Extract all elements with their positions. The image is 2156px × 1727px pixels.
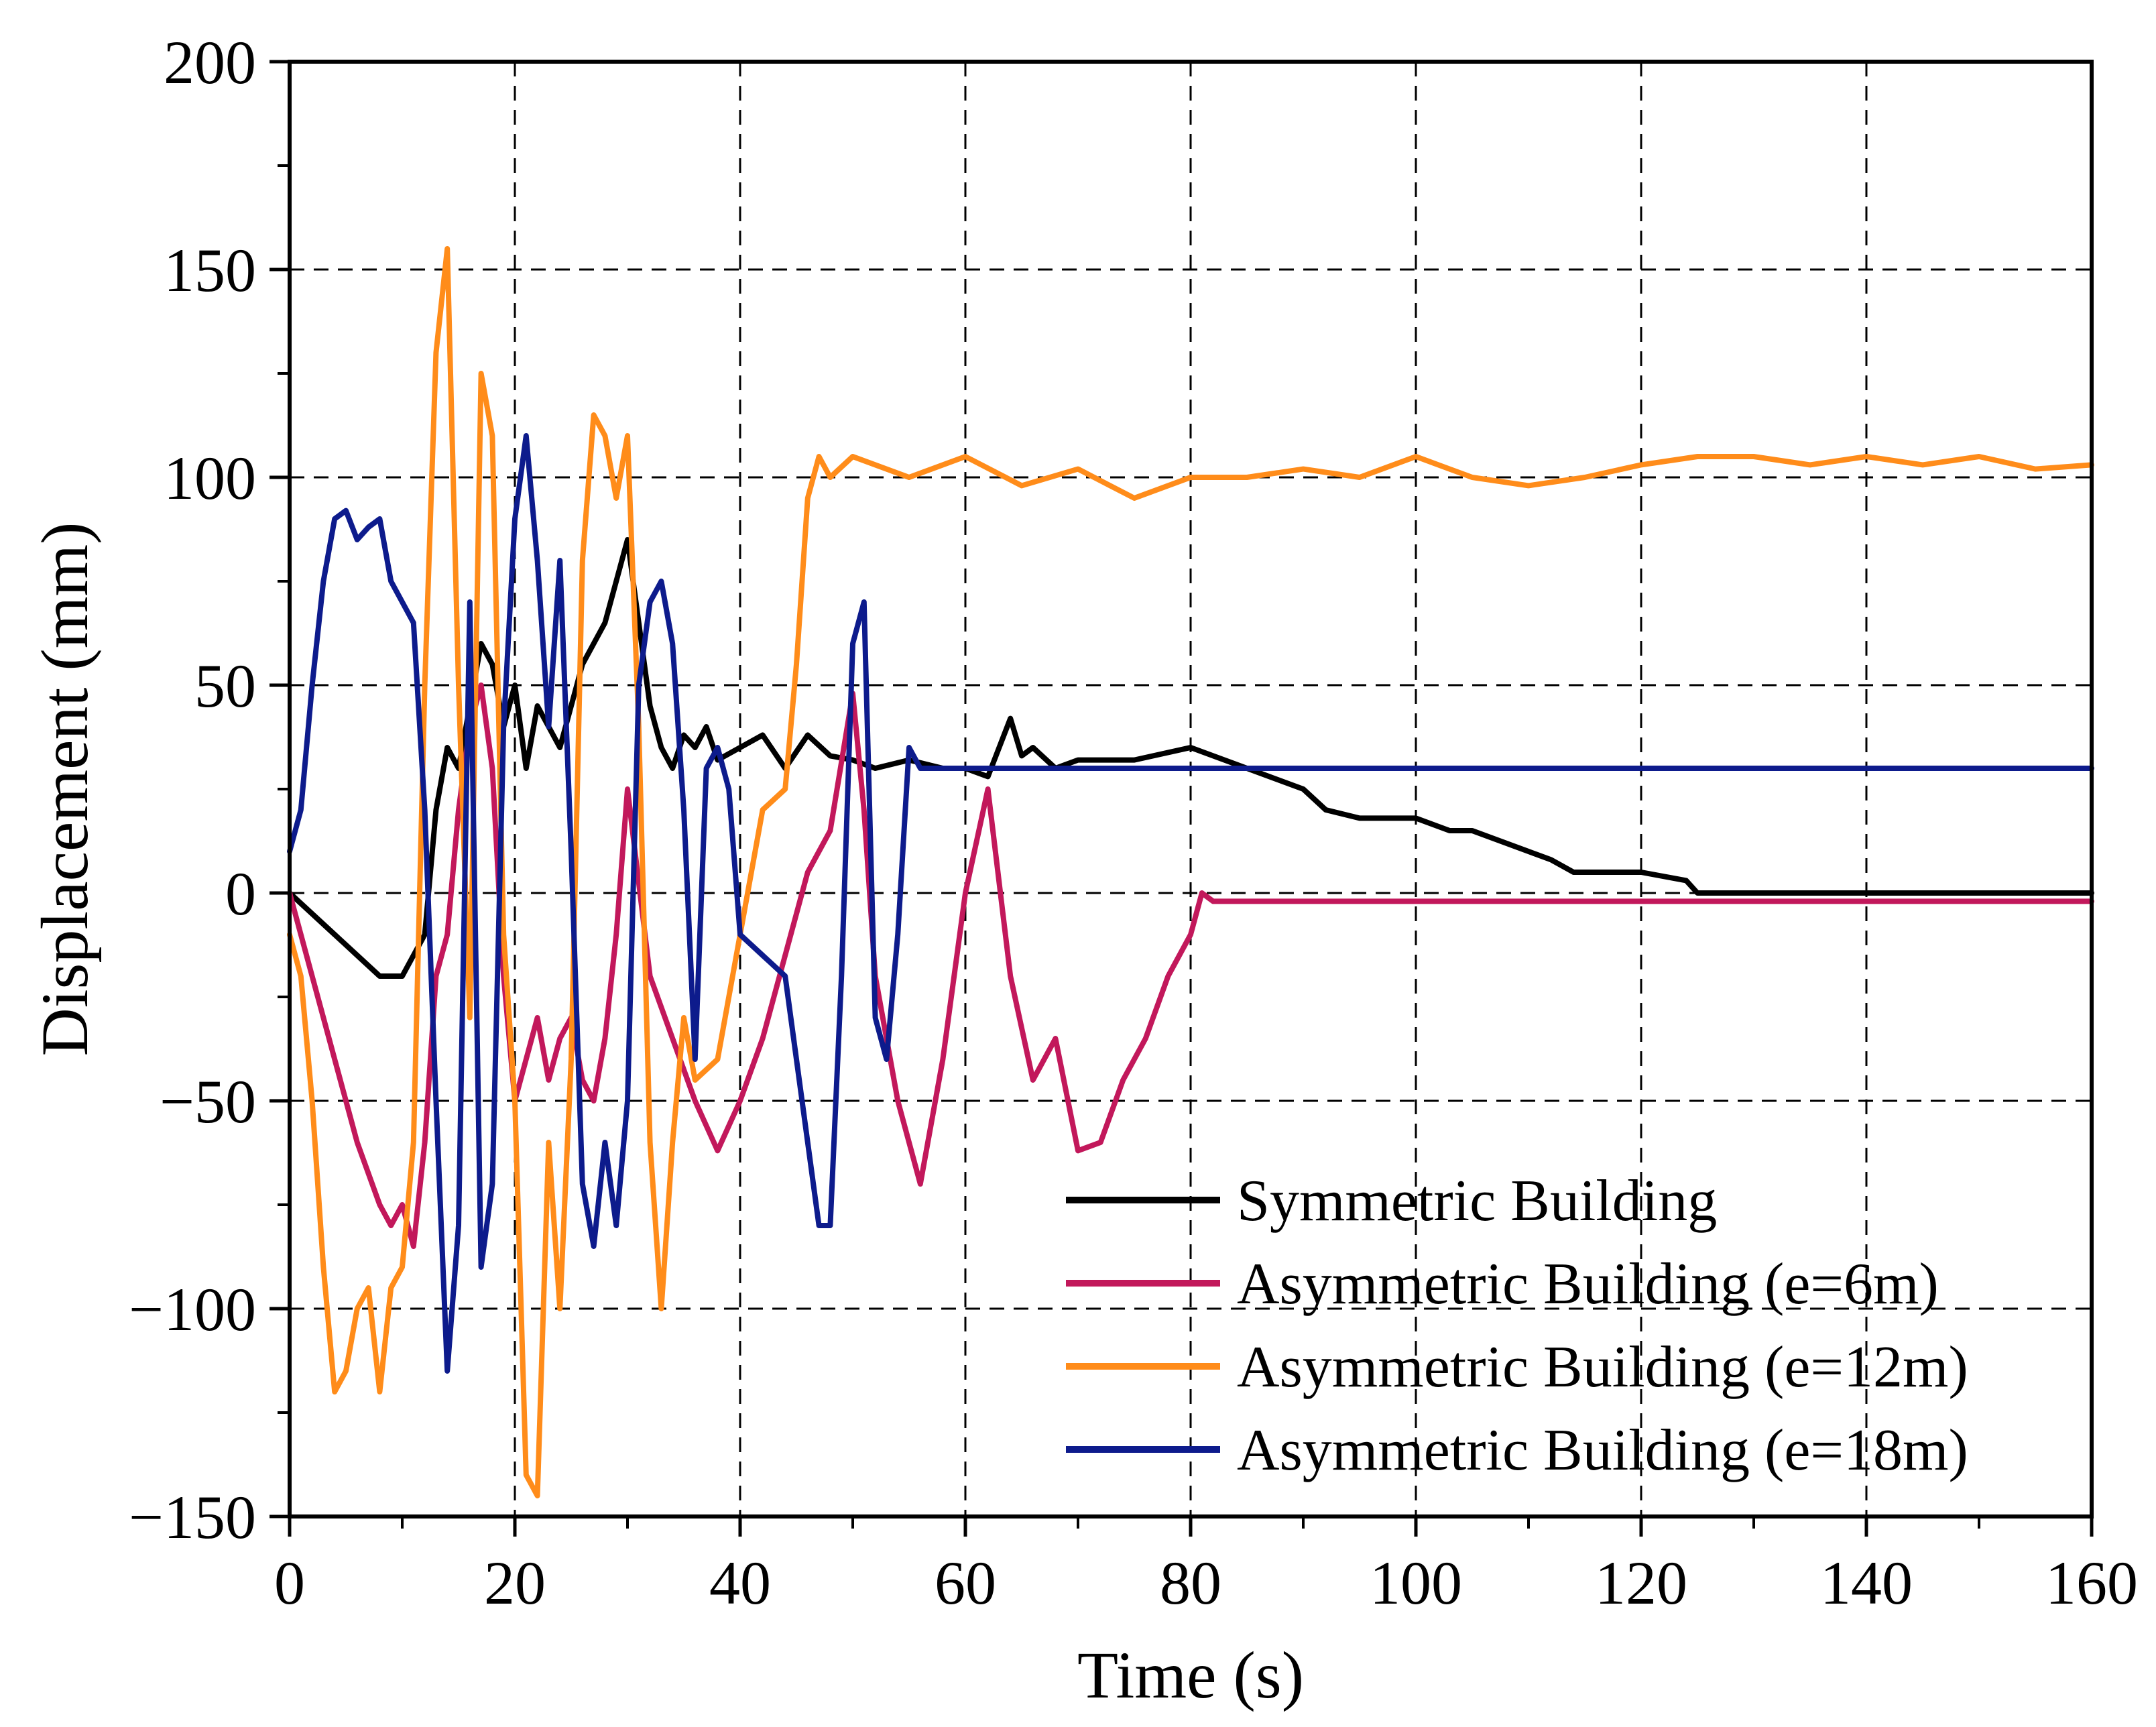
x-tick-label: 0 (274, 1549, 305, 1617)
x-tick-label: 160 (2045, 1549, 2138, 1617)
y-tick-label: 150 (164, 236, 256, 304)
x-tick-label: 60 (935, 1549, 996, 1617)
legend-label: Asymmetric Building (e=18m) (1237, 1418, 1968, 1483)
y-tick-label: −150 (129, 1483, 256, 1551)
x-axis-title: Time (s) (1077, 1638, 1304, 1712)
y-axis-title: Displacement (mm) (27, 522, 102, 1057)
axis-ticks: 0 20 40 60 80 100 120 140 160 −150 −100 −50 0 50 100 15… (129, 28, 2138, 1617)
x-tick-label: 100 (1370, 1549, 1462, 1617)
y-tick-label: −100 (129, 1275, 256, 1344)
x-tick-label: 140 (1820, 1549, 1913, 1617)
x-tick-label: 20 (484, 1549, 546, 1617)
legend-label: Asymmetric Building (e=12m) (1237, 1335, 1968, 1400)
series-line-2 (287, 682, 2094, 1249)
x-tick-label: 80 (1160, 1549, 1221, 1617)
x-tick-label: 40 (709, 1549, 771, 1617)
legend-label: Symmetric Building (1237, 1169, 1717, 1234)
series-line-3 (287, 246, 2094, 1498)
x-tick-label: 120 (1595, 1549, 1687, 1617)
y-tick-label: 100 (164, 444, 256, 512)
series-line-4 (287, 433, 2094, 1374)
legend: Symmetric Building Asymmetric Building (e… (1066, 1169, 1968, 1483)
y-tick-label: 0 (225, 859, 256, 928)
legend-label: Asymmetric Building (e=6m) (1237, 1252, 1939, 1317)
series-lines (287, 246, 2094, 1498)
y-tick-label: −50 (160, 1067, 256, 1136)
y-tick-label: 50 (194, 652, 256, 720)
y-tick-label: 200 (164, 28, 256, 97)
